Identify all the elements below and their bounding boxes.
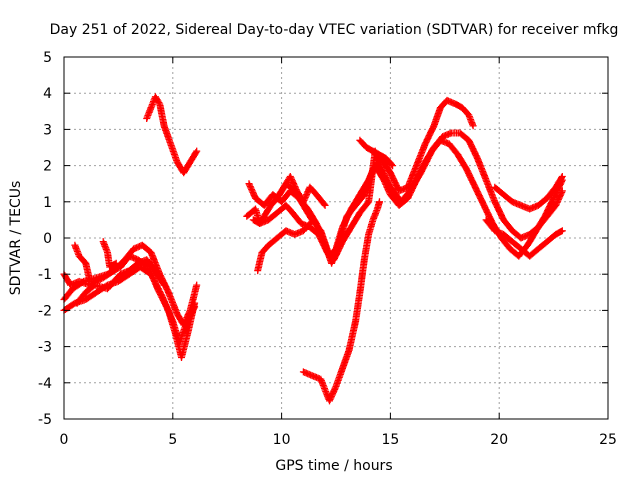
y-axis-label: SDTVAR / TECUs <box>8 181 24 296</box>
data-point-markers <box>491 173 566 213</box>
axis-ticks <box>63 56 609 420</box>
data-point-markers <box>356 136 397 170</box>
chart-title: Day 251 of 2022, Sidereal Day-to-day VTE… <box>50 22 619 38</box>
series-track-e <box>71 241 94 285</box>
data-point-markers <box>275 173 329 209</box>
data-point-markers <box>143 93 201 177</box>
x-axis-label: GPS time / hours <box>275 458 392 474</box>
series-track-n <box>356 136 397 170</box>
x-tick-label: 5 <box>168 432 177 448</box>
series-track-j <box>249 136 566 264</box>
x-tick-label: 0 <box>60 432 69 448</box>
data-point-markers <box>254 220 314 275</box>
data-point-markers <box>99 238 120 271</box>
y-tick-label: -3 <box>38 340 52 356</box>
y-tick-label: -2 <box>38 303 52 319</box>
y-tick-labels: -5 -4 -3 -2 -1 0 1 2 3 4 5 <box>38 50 52 428</box>
y-tick-label: -4 <box>38 376 52 392</box>
y-tick-label: 5 <box>43 50 52 66</box>
series-track-l <box>275 173 329 209</box>
x-tick-label: 25 <box>599 432 617 448</box>
y-tick-label: -1 <box>38 267 52 283</box>
series-track-m <box>299 198 383 405</box>
series-track-f <box>99 238 120 271</box>
data-point-markers <box>299 198 383 405</box>
data-point-markers <box>249 136 566 264</box>
series-track-g <box>143 93 201 177</box>
x-tick-labels: 0 5 10 15 20 25 <box>60 432 617 448</box>
y-tick-label: -5 <box>38 412 52 428</box>
y-tick-label: 1 <box>43 195 52 211</box>
series-track-p <box>491 173 566 213</box>
data-point-markers <box>73 256 168 307</box>
y-tick-label: 3 <box>43 122 52 138</box>
series-track-o <box>482 216 566 260</box>
data-point-markers <box>482 216 566 260</box>
series-track-k <box>254 220 314 275</box>
data-marks <box>60 93 566 405</box>
x-tick-label: 10 <box>273 432 291 448</box>
y-tick-label: 2 <box>43 159 52 175</box>
x-tick-label: 15 <box>381 432 399 448</box>
y-tick-label: 0 <box>43 231 52 247</box>
series-track-d <box>73 256 168 307</box>
data-point-markers <box>71 241 94 285</box>
y-tick-label: 4 <box>43 86 52 102</box>
x-tick-label: 20 <box>490 432 508 448</box>
